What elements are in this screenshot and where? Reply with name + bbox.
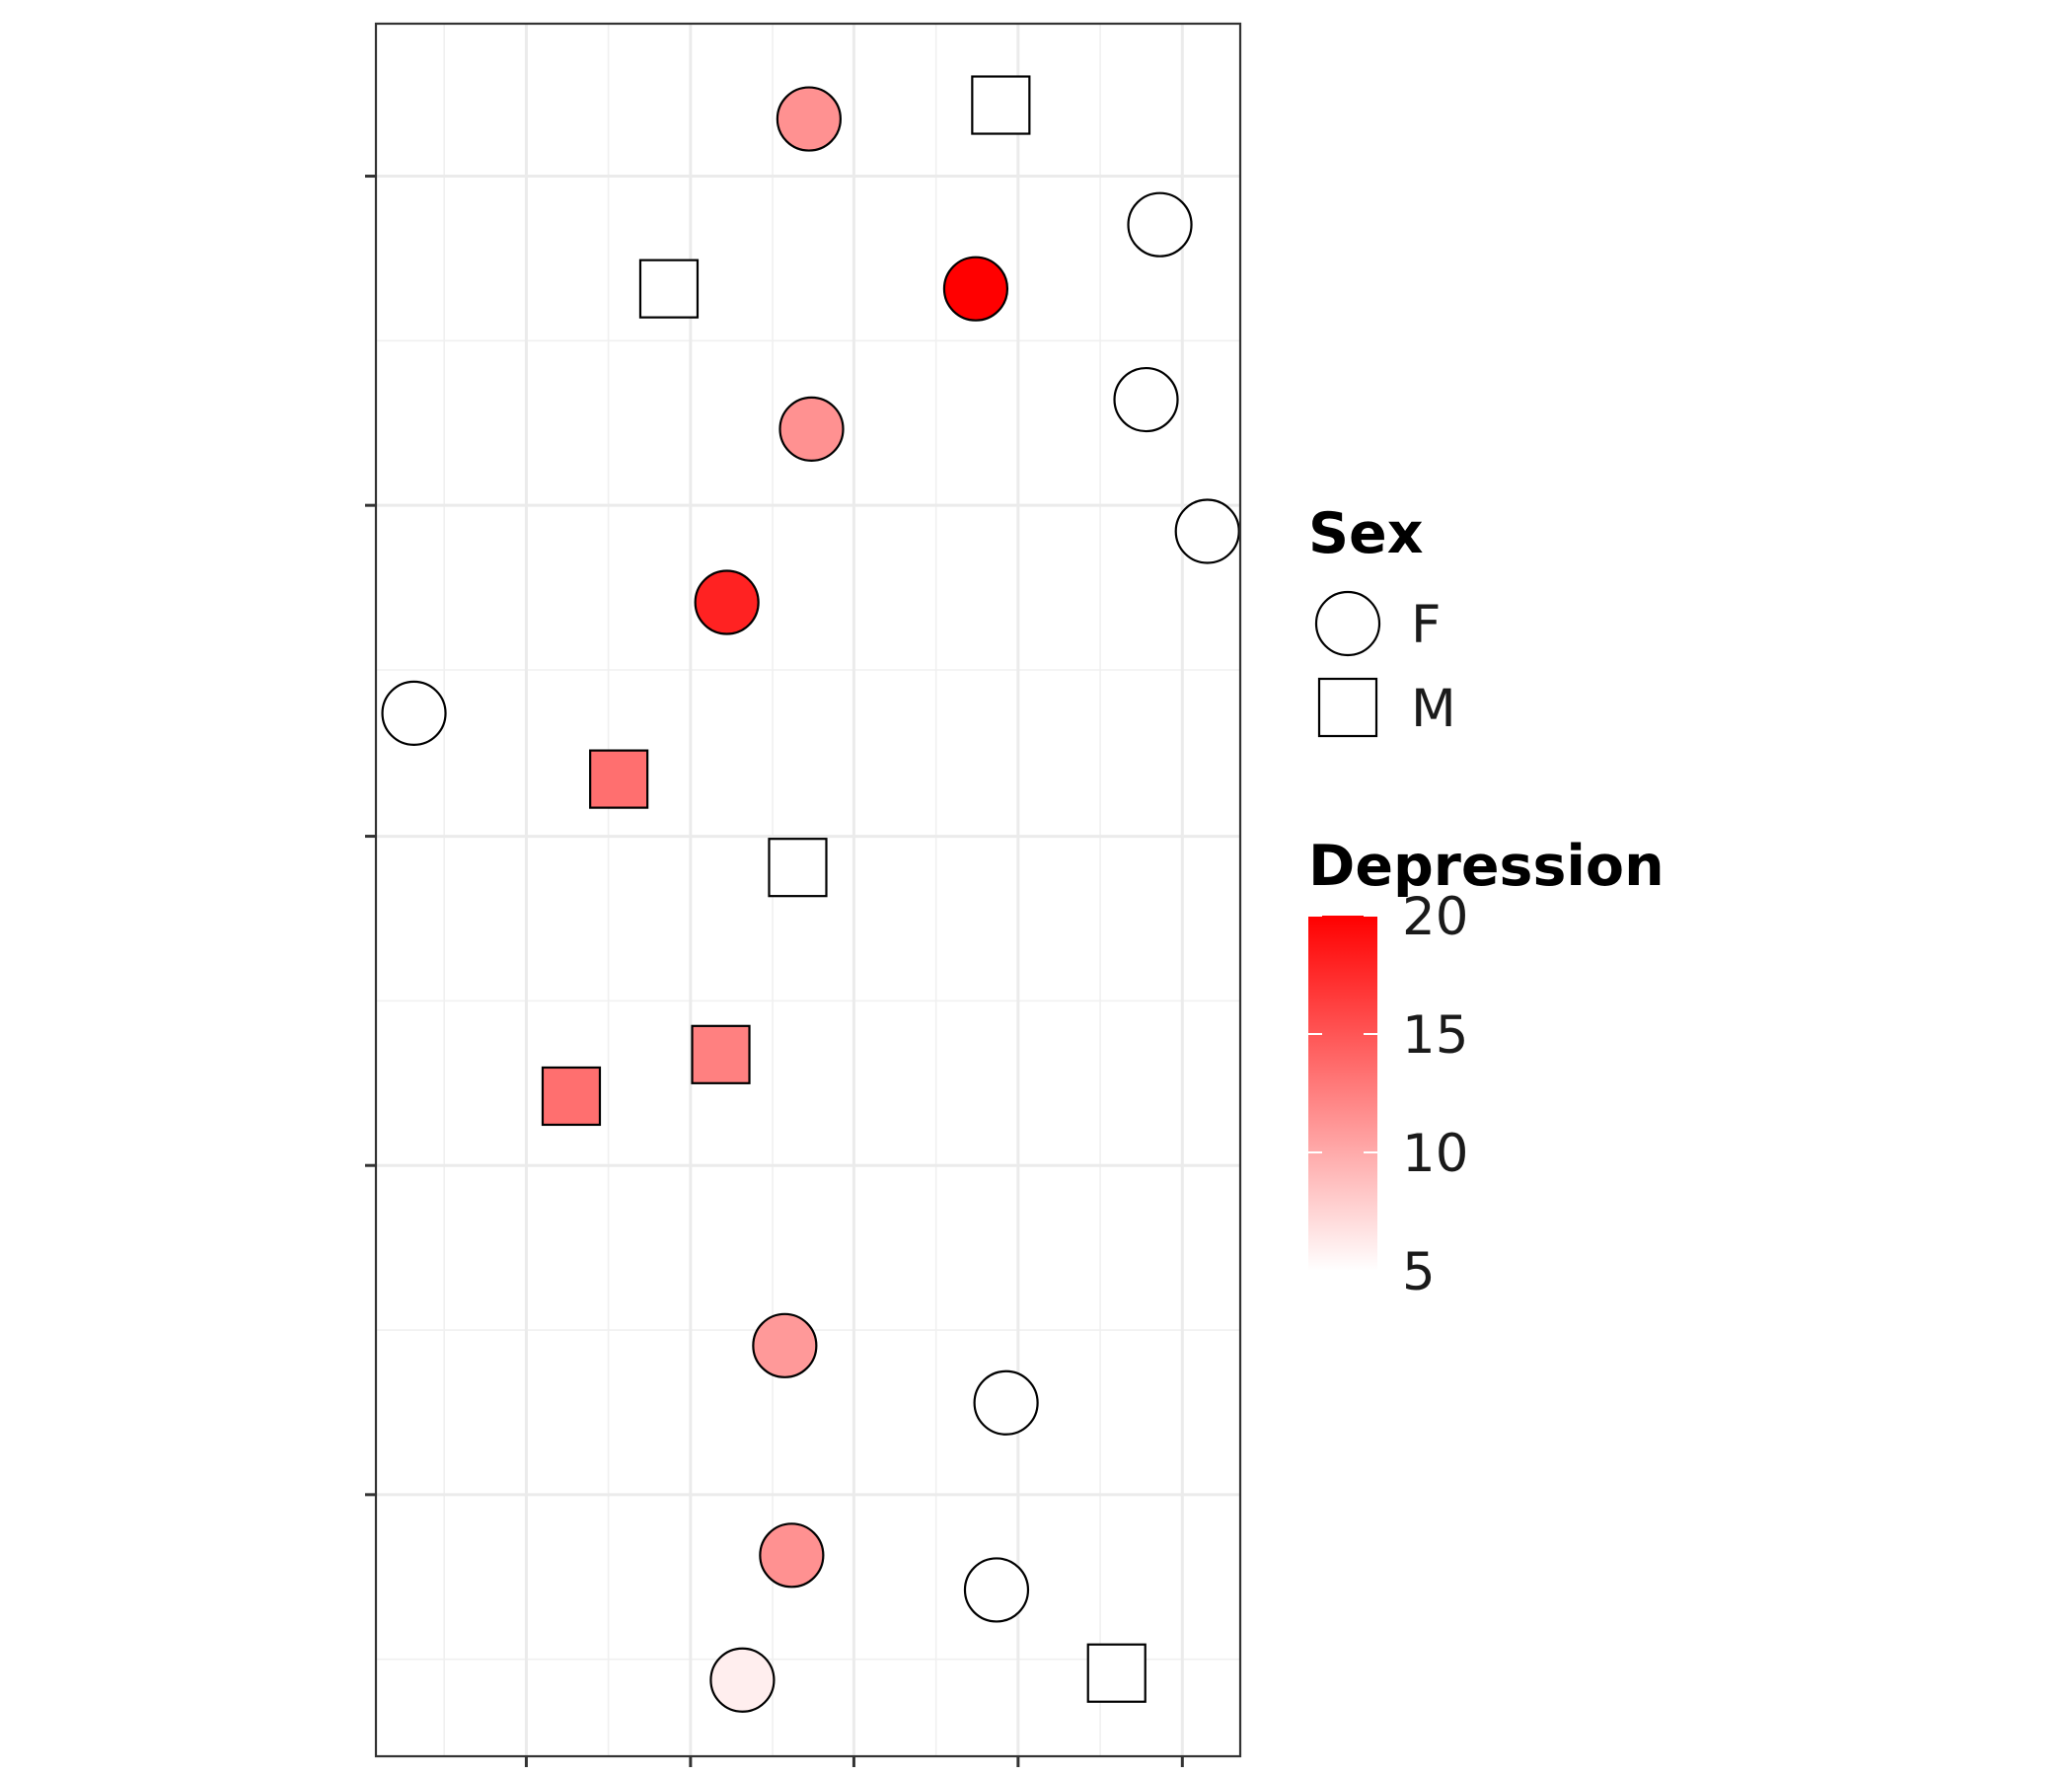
colorbar-ticks: 5 10 15 20	[1308, 887, 1468, 1302]
data-point-circle	[694, 569, 760, 635]
data-point-square	[1086, 1643, 1147, 1703]
data-point-circle	[942, 256, 1009, 322]
legend-label-f: F	[1411, 595, 1442, 655]
data-point-circle	[752, 1312, 818, 1378]
shape-legend-key-f: F	[1314, 590, 1442, 657]
data-point-square	[541, 1066, 602, 1127]
colorbar-tick-label: 10	[1402, 1124, 1468, 1184]
shape-legend-key-m: M	[1317, 677, 1456, 739]
colorbar-tick-label: 5	[1402, 1242, 1436, 1302]
plot-panel	[374, 22, 1242, 1758]
data-point-square	[768, 838, 828, 898]
circle-symbol-icon	[1314, 590, 1381, 657]
colorbar-tick-label: 20	[1402, 887, 1468, 947]
square-symbol-icon	[1317, 677, 1378, 738]
data-point-circle	[759, 1522, 825, 1589]
data-point-circle	[776, 86, 842, 152]
data-point-square	[589, 749, 649, 809]
data-point-circle	[778, 396, 845, 463]
color-legend-title: Depression	[1308, 834, 1665, 899]
legend: Sex F M Depression 5 10 15 20	[1308, 501, 1665, 1302]
colorbar-tick-label: 15	[1402, 1005, 1468, 1066]
data-points	[381, 75, 1240, 1713]
axis-ticks	[365, 175, 1184, 1767]
data-point-circle	[973, 1369, 1039, 1436]
data-point-circle	[709, 1647, 776, 1713]
panel-border	[374, 22, 1242, 1758]
data-point-circle	[1174, 498, 1240, 564]
data-point-square	[691, 1024, 751, 1084]
shape-legend-title: Sex	[1308, 501, 1423, 566]
legend-label-m: M	[1411, 679, 1456, 739]
data-point-circle	[1127, 191, 1193, 258]
data-point-circle	[1113, 366, 1179, 433]
data-point-circle	[381, 680, 447, 746]
data-point-circle	[963, 1557, 1030, 1623]
colorbar	[1308, 916, 1377, 1271]
data-point-square	[971, 75, 1031, 135]
major-gridlines	[376, 24, 1240, 1756]
data-point-square	[638, 259, 700, 319]
